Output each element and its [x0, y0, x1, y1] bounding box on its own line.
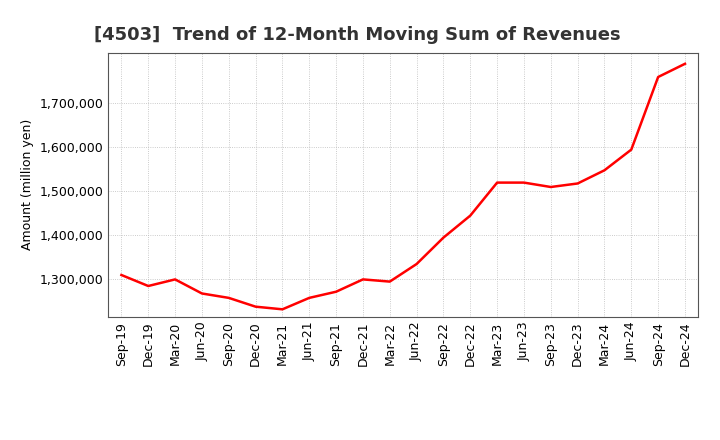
Text: [4503]  Trend of 12-Month Moving Sum of Revenues: [4503] Trend of 12-Month Moving Sum of R…	[94, 26, 620, 44]
Y-axis label: Amount (million yen): Amount (million yen)	[21, 119, 34, 250]
